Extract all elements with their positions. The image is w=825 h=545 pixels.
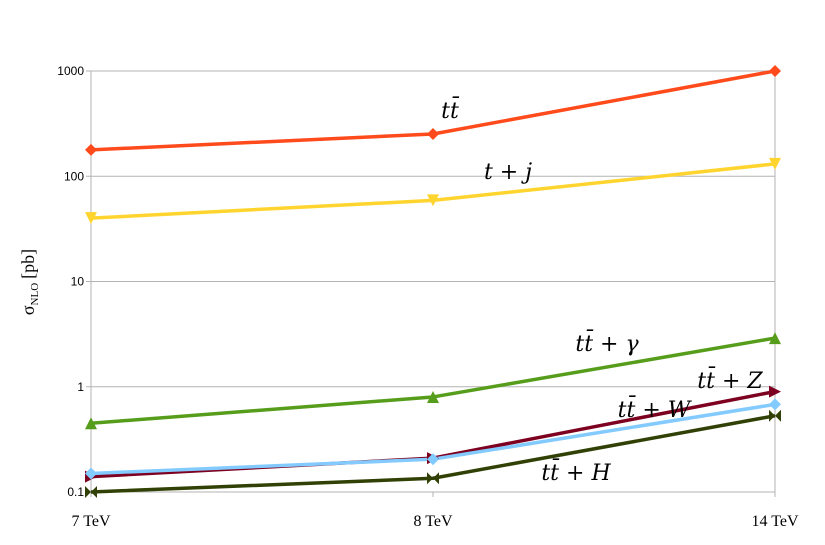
data-point-marker bbox=[769, 157, 781, 170]
y-tick-label: 100 bbox=[64, 169, 84, 183]
data-point-marker bbox=[427, 390, 439, 403]
data-point-marker bbox=[769, 65, 781, 77]
data-point-marker bbox=[769, 385, 781, 398]
series-label: tt̄ + H bbox=[541, 458, 611, 486]
data-point-marker bbox=[427, 472, 433, 485]
series-label: tt̄ + γ bbox=[575, 329, 639, 357]
series-line bbox=[90, 162, 776, 220]
data-point-marker bbox=[91, 486, 97, 498]
data-point-marker bbox=[769, 409, 775, 422]
y-axis-ticks: 0.1 1 10 100 1000 bbox=[57, 64, 91, 499]
data-point-marker bbox=[85, 143, 97, 156]
data-point-marker bbox=[427, 453, 439, 466]
series-labels: tt̄ t + j tt̄ + γ tt̄ + Ztt̄ + W tt̄ + H bbox=[441, 96, 763, 486]
series-label: tt̄ + Z bbox=[697, 366, 763, 394]
data-point-marker bbox=[85, 486, 91, 498]
x-tick-label: 7 TeV bbox=[71, 513, 110, 530]
data-point-marker bbox=[85, 212, 97, 225]
data-point-marker bbox=[769, 398, 781, 411]
data-point-marker bbox=[427, 194, 439, 207]
x-axis-ticks: 7 TeV 8 TeV 14 TeV bbox=[71, 492, 799, 530]
series-markers bbox=[85, 65, 781, 498]
data-point-marker bbox=[427, 128, 439, 141]
series-label: tt̄ + W bbox=[618, 395, 693, 423]
data-point-marker bbox=[85, 467, 97, 480]
data-point-marker bbox=[433, 472, 439, 485]
y-tick-label: 10 bbox=[71, 275, 85, 289]
y-tick-label: 1000 bbox=[57, 64, 84, 78]
series-label: t + j bbox=[484, 160, 532, 185]
data-point-marker bbox=[775, 409, 781, 422]
y-tick-label: 1 bbox=[77, 380, 84, 394]
y-tick-label: 0.1 bbox=[67, 485, 84, 499]
data-point-marker bbox=[85, 417, 97, 430]
x-tick-label: 8 TeV bbox=[413, 513, 452, 530]
x-tick-label: 14 TeV bbox=[751, 513, 798, 530]
y-axis-label: σNLO[pb] bbox=[18, 249, 41, 315]
series-label: tt̄ bbox=[441, 96, 460, 124]
data-point-marker bbox=[769, 332, 781, 345]
